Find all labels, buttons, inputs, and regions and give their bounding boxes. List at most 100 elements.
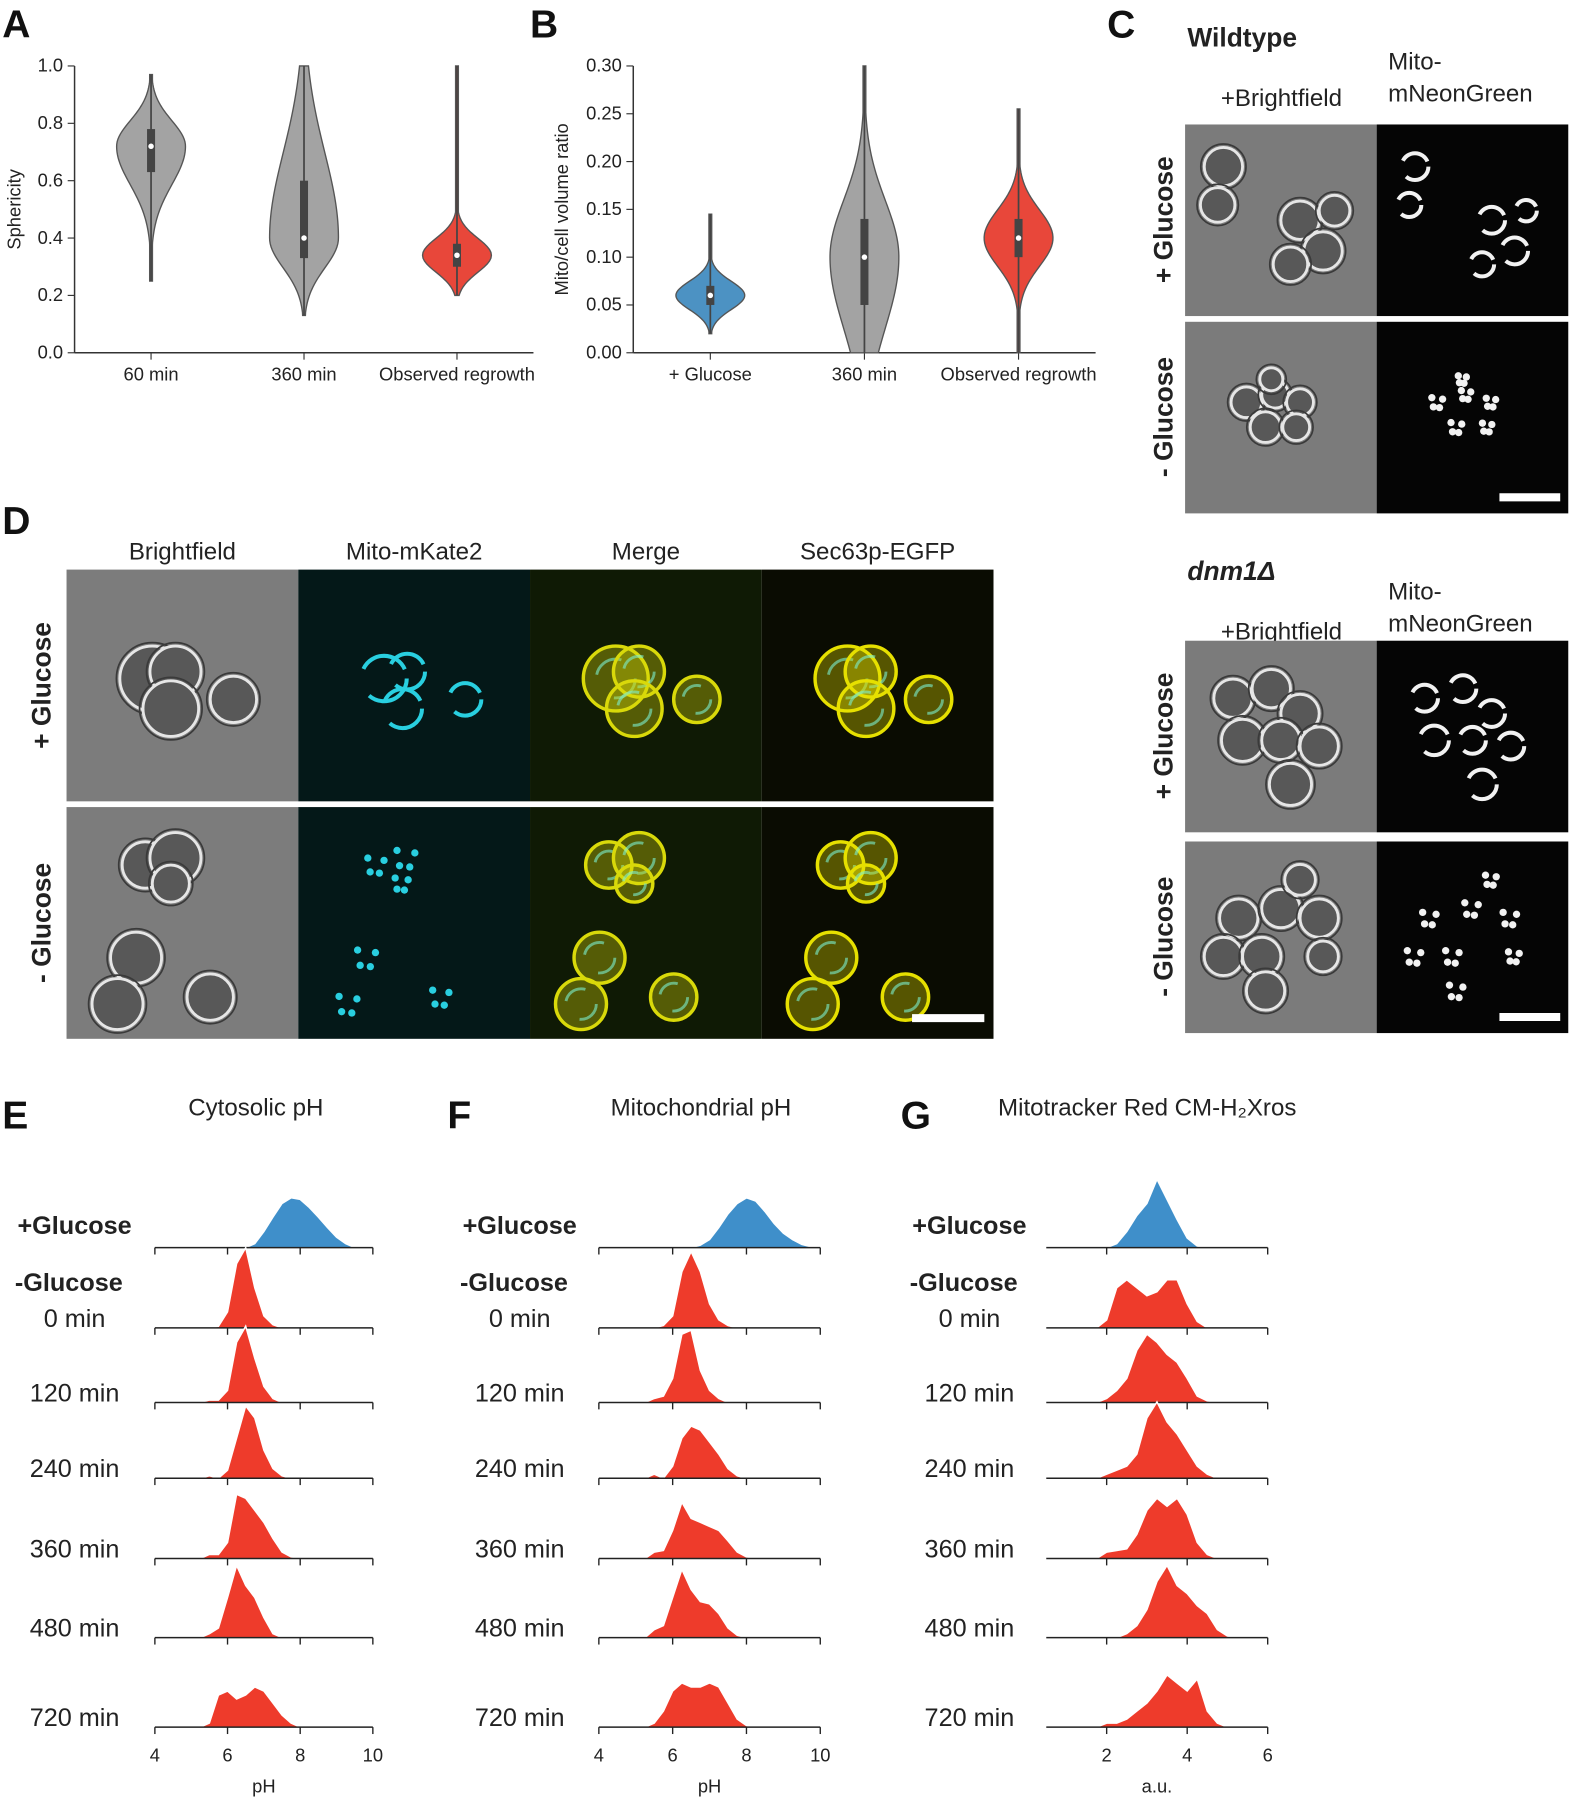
cell (1317, 193, 1352, 228)
mito (853, 841, 888, 875)
cell-halo (1268, 242, 1313, 286)
x-tick-label: 360 min (832, 363, 897, 384)
mito-dot (1405, 958, 1413, 966)
cell (208, 674, 259, 724)
series-label: 720 min (925, 1704, 1015, 1732)
micrograph (1376, 124, 1569, 317)
series-label: 480 min (925, 1615, 1015, 1643)
y-tick-label: 0.0 (38, 342, 64, 363)
group-label: -Glucose (460, 1269, 568, 1297)
cell-er (604, 679, 664, 739)
cell-halo (205, 671, 261, 727)
mito-dot (371, 948, 380, 957)
mito (825, 849, 856, 881)
mito-dot (1459, 394, 1467, 403)
cell-er (572, 930, 627, 985)
mito-dot (1483, 880, 1491, 889)
x-tick-label: 2 (1102, 1745, 1112, 1766)
cell-er (611, 830, 667, 886)
cell-er (671, 674, 722, 725)
mito-dot (1455, 993, 1463, 1002)
ridge-fill (1046, 1674, 1268, 1728)
y-tick-label: 0.2 (38, 284, 64, 305)
mito (1476, 204, 1508, 236)
cells (1428, 372, 1500, 437)
mito-dot (1478, 419, 1487, 427)
cells (813, 644, 954, 739)
column-header: Brightfield (129, 538, 236, 565)
median-dot (148, 143, 154, 150)
x-tick-label: 10 (810, 1745, 830, 1766)
mito-dot (393, 885, 401, 893)
mito (1457, 724, 1488, 756)
series-label: 120 min (925, 1379, 1015, 1407)
mito-dot (366, 962, 375, 971)
mito (1495, 730, 1527, 762)
mito-dot (429, 986, 437, 994)
median-dot (1015, 235, 1022, 241)
cell (1212, 677, 1254, 719)
cell (1260, 887, 1302, 930)
y-tick-label: 0.8 (38, 112, 64, 133)
cell-er (903, 674, 954, 725)
mito-dot (1506, 957, 1514, 965)
cell-halo (1280, 860, 1320, 900)
panel-letter: D (2, 500, 30, 543)
panel-letter: F (447, 1094, 471, 1137)
group-label: -Glucose (15, 1269, 123, 1297)
cell (1250, 668, 1292, 710)
mito (622, 654, 656, 689)
cell (1281, 412, 1312, 443)
ridge-fill (598, 1426, 821, 1479)
cells (1196, 143, 1355, 286)
cell-er (836, 679, 896, 739)
y-tick-label: 0.6 (38, 169, 64, 190)
mito-dot (1445, 981, 1454, 989)
cell (1248, 410, 1283, 444)
series-label: 480 min (475, 1615, 565, 1643)
mito-dot (431, 1000, 439, 1008)
cell (1258, 366, 1285, 393)
x-axis-label: a.u. (1142, 1776, 1173, 1797)
ridge-fill (598, 1569, 821, 1638)
mito (913, 684, 944, 715)
ridge-fill (154, 1687, 373, 1728)
mito-dot (1417, 948, 1425, 957)
mito (1499, 235, 1531, 267)
mito (1465, 767, 1499, 802)
cell-halo (147, 860, 194, 907)
cells (1209, 665, 1343, 810)
x-tick-label: 10 (363, 1745, 383, 1766)
mito-dot (1504, 948, 1513, 956)
panel-letter: C (1107, 3, 1135, 46)
mito-dot (356, 961, 364, 970)
series-label: 240 min (475, 1455, 565, 1483)
cell-er (804, 930, 859, 985)
mito-dot (1420, 920, 1429, 928)
y-tick-label: 0.10 (586, 246, 622, 267)
series-label: 0 min (44, 1305, 106, 1333)
cell-halo (1196, 183, 1240, 227)
row-label: + Glucose (1148, 673, 1178, 800)
mito-dot (1464, 395, 1472, 403)
cell (1298, 897, 1340, 939)
mito-dot (1483, 402, 1492, 410)
mito-dot (1489, 881, 1497, 889)
mito-dot (1515, 949, 1523, 958)
cell-halo (1242, 967, 1290, 1015)
x-tick-label: 8 (295, 1745, 305, 1766)
column-header: Mito-mKate2 (346, 538, 483, 565)
mito-dot (1428, 393, 1436, 402)
micrograph (1376, 640, 1569, 833)
mito-dot (400, 886, 409, 894)
mito-dot (1448, 428, 1457, 436)
mito (616, 690, 653, 727)
mito-dot (364, 854, 372, 862)
mito-dot (1481, 871, 1490, 879)
cell-halo (1255, 363, 1288, 396)
mito-dot (1488, 420, 1496, 429)
cell-er (648, 972, 699, 1022)
column-header: Merge (612, 538, 680, 565)
mito-dot (1451, 959, 1459, 967)
ridge-fill (598, 1197, 821, 1248)
